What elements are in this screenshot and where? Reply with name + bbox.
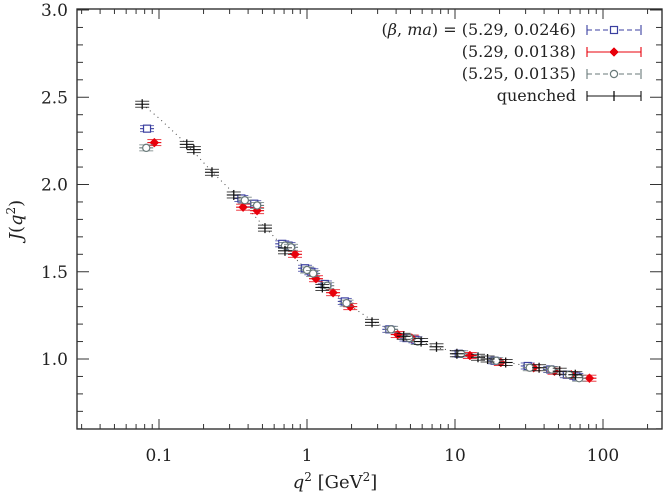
- diamond-marker-icon: [238, 202, 248, 213]
- x-tick-label: 10: [444, 446, 466, 466]
- legend: (β, ma) = (5.29, 0.0246) (5.29, 0.0138) (5…: [382, 20, 642, 105]
- data-point: [284, 243, 299, 252]
- data-point: [179, 139, 194, 150]
- x-axis-label: q2 [GeV2]: [293, 470, 378, 493]
- data-point: [498, 357, 513, 368]
- data-point: [306, 269, 321, 278]
- y-tick-label: 3.0: [41, 1, 68, 21]
- circle-marker-icon: [547, 365, 556, 374]
- data-point: [277, 245, 292, 256]
- dotted-guide-line: [141, 103, 589, 377]
- diamond-marker-icon: [328, 287, 338, 298]
- x-tick-label: 0.1: [145, 446, 172, 466]
- fit-curve: [141, 103, 589, 377]
- data-point: [140, 124, 155, 133]
- data-point: [186, 144, 201, 155]
- data-point: [480, 354, 495, 364]
- circle-marker-icon: [574, 373, 584, 383]
- axes: 0.1 1 10 100 1.0 1.5 2.0 2.5 3.0: [41, 1, 663, 466]
- data-point: [384, 325, 399, 334]
- data-point: [532, 362, 547, 373]
- data-point: [470, 352, 485, 363]
- y-tick-label: 1.0: [41, 350, 68, 370]
- data-point: [449, 348, 464, 359]
- series--5-25-0-0135-: [139, 143, 587, 383]
- data-point: [414, 336, 429, 347]
- circle-marker-icon: [252, 201, 262, 210]
- data-point: [139, 143, 154, 153]
- legend-item: (β, ma) = (5.29, 0.0246): [382, 20, 642, 39]
- data-point: [250, 201, 265, 210]
- circle-marker-icon: [308, 269, 318, 278]
- diamond-marker-icon: [149, 137, 160, 148]
- data-point: [204, 167, 219, 178]
- data-point: [236, 202, 251, 213]
- legend-item: (5.29, 0.0138): [462, 42, 642, 61]
- data-point: [552, 366, 567, 377]
- data-point: [402, 333, 417, 343]
- legend-label: (5.25, 0.0135): [462, 64, 576, 83]
- x-tick-label: 100: [587, 446, 619, 466]
- diamond-marker-icon: [290, 249, 300, 260]
- diamond-marker-icon: [609, 47, 619, 57]
- y-tick-label: 2.5: [41, 88, 68, 108]
- y-tick-label: 1.5: [41, 263, 68, 283]
- series-quenched: [135, 99, 583, 380]
- data-point: [396, 331, 411, 342]
- data-point: [568, 369, 583, 380]
- circle-marker-icon: [323, 281, 332, 290]
- circle-marker-icon: [492, 356, 501, 365]
- data-point: [226, 189, 241, 200]
- data-point: [429, 341, 444, 352]
- data-point: [339, 298, 354, 308]
- circle-marker-icon: [342, 298, 351, 308]
- data-point: [257, 223, 272, 234]
- diamond-marker-icon: [584, 373, 595, 384]
- circle-marker-icon: [609, 69, 619, 79]
- y-tick-label: 2.0: [41, 176, 68, 196]
- legend-item: (5.25, 0.0135): [462, 64, 642, 83]
- data-point: [326, 287, 341, 298]
- legend-label: (β, ma) = (5.29, 0.0246): [382, 20, 576, 39]
- y-axis-label: J(q2): [4, 200, 27, 244]
- legend-label: (5.29, 0.0138): [462, 42, 576, 61]
- data-point: [315, 282, 330, 293]
- circle-marker-icon: [286, 243, 296, 252]
- square-marker-icon: [142, 124, 152, 133]
- data-point: [237, 196, 252, 205]
- circle-marker-icon: [142, 143, 151, 153]
- data-point: [365, 317, 380, 328]
- series--5-29-0-0246-: [140, 124, 584, 381]
- data-point: [135, 99, 150, 110]
- series--5-29-0-0138-: [147, 137, 597, 384]
- circle-marker-icon: [240, 196, 250, 205]
- data-points: [135, 99, 597, 384]
- x-tick-label: 1: [302, 446, 313, 466]
- circle-marker-icon: [404, 333, 414, 343]
- circle-marker-icon: [386, 325, 396, 334]
- square-marker-icon: [609, 25, 619, 35]
- legend-label: quenched: [497, 86, 576, 105]
- legend-item: quenched: [497, 86, 642, 105]
